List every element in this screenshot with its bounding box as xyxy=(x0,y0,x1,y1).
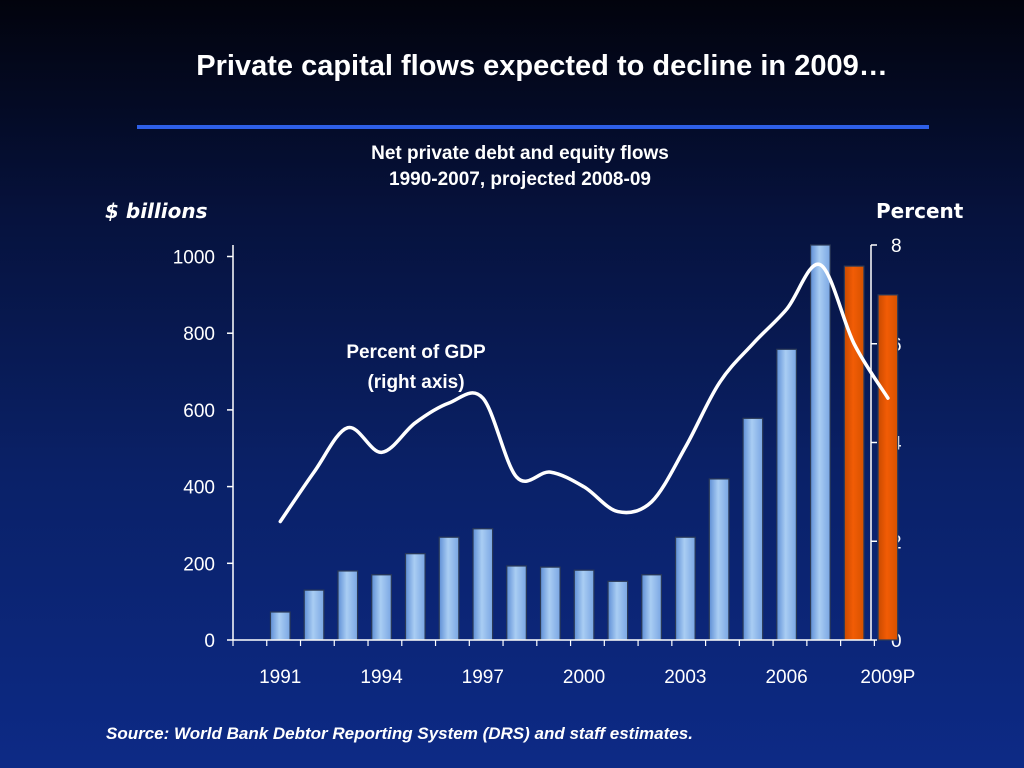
x-axis-tick-label: 2000 xyxy=(563,667,605,688)
actual-flow-bar xyxy=(641,574,662,641)
percent-of-gdp-line xyxy=(278,262,890,524)
actual-flow-bar xyxy=(438,536,460,641)
right-axis-unit-label: Percent xyxy=(876,199,964,223)
chart-subtitle: 1990-2007, projected 2008-09 xyxy=(389,169,651,190)
left-axis-tick-label: 1000 xyxy=(173,248,215,269)
actual-flow-bar xyxy=(708,478,730,641)
actual-flow-bar xyxy=(776,348,797,641)
actual-flow-bar xyxy=(371,574,392,641)
actual-flow-bar xyxy=(809,244,831,641)
right-axis-tick-label: 8 xyxy=(891,236,902,257)
projected-flow-bar xyxy=(877,294,899,641)
source-note: Source: World Bank Debtor Reporting Syst… xyxy=(106,724,693,743)
left-axis-tick-label: 200 xyxy=(183,554,215,575)
x-axis-tick-label: 1991 xyxy=(259,667,301,688)
actual-flow-bar xyxy=(607,580,629,641)
right-axis-tick-label: 0 xyxy=(891,631,902,652)
line-annotation-title: Percent of GDP xyxy=(346,342,486,363)
actual-flow-bar xyxy=(539,566,561,641)
left-axis: 0 200 400 600 800 1000 xyxy=(173,245,234,652)
left-axis-unit-label: $ billions xyxy=(105,199,208,223)
x-axis-tick-label: 2009P xyxy=(860,667,915,688)
left-axis-tick-label: 600 xyxy=(183,401,215,422)
left-axis-tick-label: 0 xyxy=(204,631,215,652)
actual-flow-bar xyxy=(472,528,494,641)
x-axis-tick-label: 1994 xyxy=(360,667,403,688)
left-axis-tick-label: 800 xyxy=(183,324,215,345)
actual-flow-bar xyxy=(573,569,595,641)
line-annotation-axis-note: (right axis) xyxy=(367,372,464,393)
x-axis-tick-label: 2003 xyxy=(664,667,706,688)
actual-flow-bar xyxy=(337,570,359,641)
x-axis: 1991 1994 1997 2000 2003 2006 2009P xyxy=(232,639,915,688)
actual-flow-bar xyxy=(742,417,764,641)
actual-flow-bar xyxy=(506,565,527,641)
actual-flow-bar xyxy=(269,611,291,641)
slide-title: Private capital flows expected to declin… xyxy=(196,50,888,82)
actual-flow-bar xyxy=(303,589,325,641)
left-axis-tick-label: 400 xyxy=(183,478,215,499)
actual-flow-bar xyxy=(404,553,426,641)
x-axis-tick-label: 2006 xyxy=(765,667,807,688)
x-axis-tick-label: 1997 xyxy=(462,667,504,688)
chart-title-block: Net private debt and equity flows 1990-2… xyxy=(0,141,1024,193)
title-divider xyxy=(137,125,929,129)
chart-title: Net private debt and equity flows xyxy=(371,143,669,164)
actual-flow-bar xyxy=(674,536,696,641)
bar-series xyxy=(269,244,899,641)
